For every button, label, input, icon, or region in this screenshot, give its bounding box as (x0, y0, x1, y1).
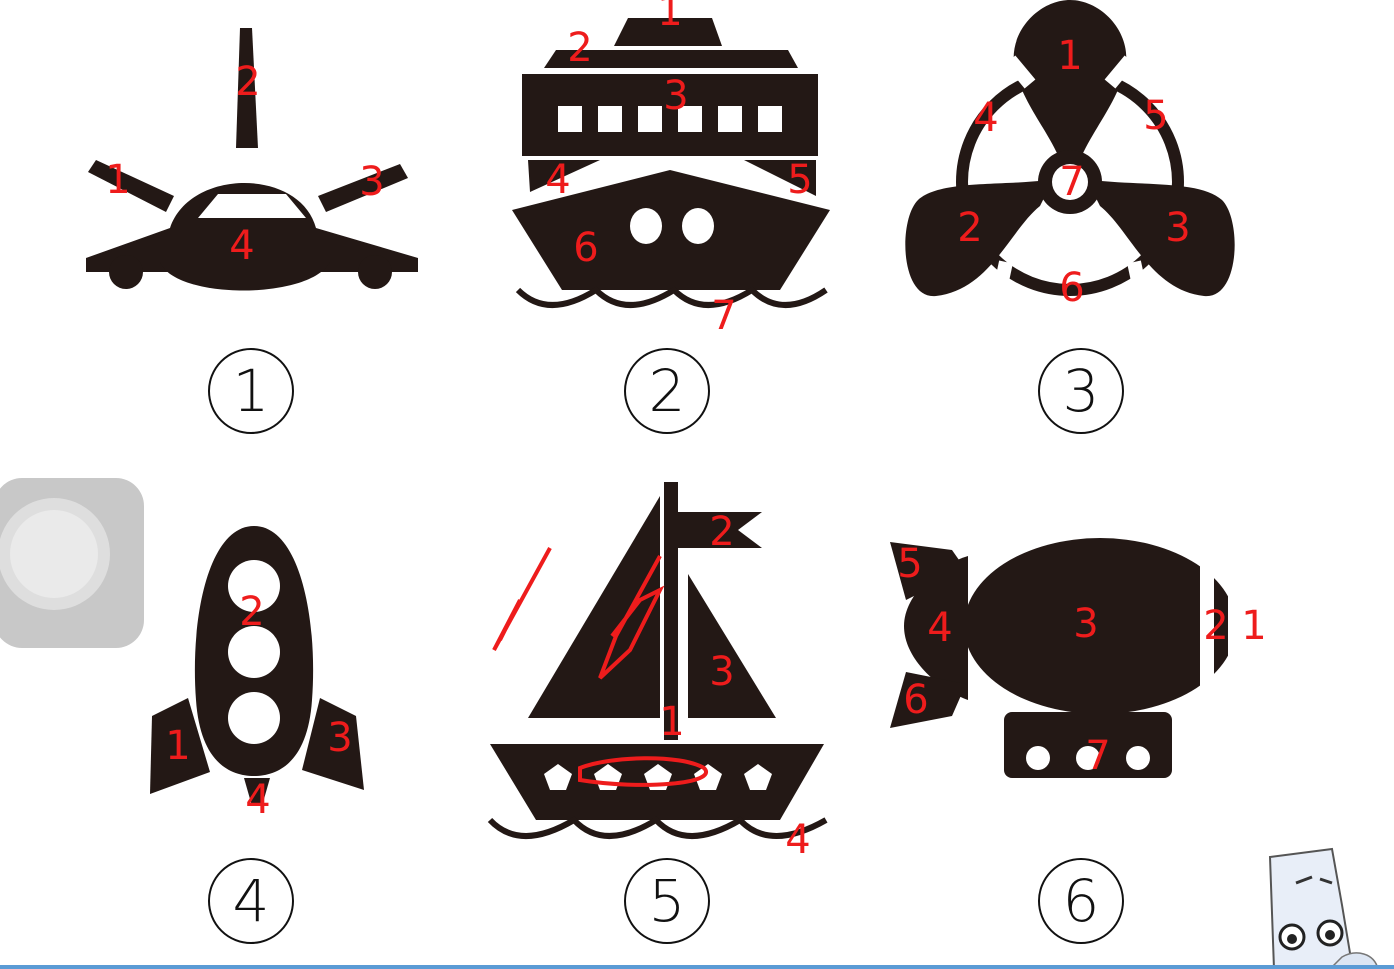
rocket-left-fin (150, 698, 210, 794)
red-scribbles (492, 547, 709, 787)
ship-waves (515, 286, 828, 308)
ship-figure (512, 18, 830, 308)
figure-number-5: 5 (624, 858, 710, 944)
sailboat-figure (487, 482, 828, 839)
airplane-figure (86, 28, 418, 291)
figure-number-1: 1 (208, 348, 294, 434)
airship-envelope (964, 538, 1236, 714)
figure-number-3: 3 (1038, 348, 1124, 434)
airplane-body (86, 183, 418, 272)
propeller-figure (905, 0, 1235, 297)
airplane-right-wing (318, 164, 408, 212)
propeller-blade-1 (1013, 0, 1127, 160)
airship-lower-fin (890, 672, 966, 728)
airship-figure (890, 538, 1238, 778)
assistive-touch-inner-ring (10, 510, 98, 598)
propeller-blade-2 (905, 180, 1048, 297)
sailboat-jib-sail (688, 574, 776, 718)
airplane-left-wheel (109, 255, 143, 289)
sailboat-main-sail (528, 496, 660, 718)
bottom-accent-line (0, 965, 1394, 969)
mascot-icon (1268, 847, 1379, 969)
ship-hull (512, 170, 830, 290)
ship-left-bow (528, 160, 600, 192)
airplane-tail (236, 28, 258, 148)
airship-upper-fin (890, 542, 966, 600)
ship-right-bow (744, 160, 816, 196)
propeller-blade-3 (1092, 180, 1235, 297)
ship-funnel (614, 18, 722, 46)
sailboat-mast (664, 482, 678, 740)
ship-upper-deck (544, 50, 798, 68)
sailboat-waves (487, 816, 828, 839)
airplane-left-wing (88, 160, 174, 212)
rocket-figure (150, 526, 364, 806)
figure-number-6: 6 (1038, 858, 1124, 944)
assistive-touch-icon[interactable] (0, 478, 144, 648)
sailboat-flag (676, 512, 762, 548)
figure-number-4: 4 (208, 858, 294, 944)
airplane-right-wheel (358, 255, 392, 289)
rocket-nozzle (244, 778, 270, 806)
rocket-right-fin (302, 698, 364, 790)
figure-number-2: 2 (624, 348, 710, 434)
